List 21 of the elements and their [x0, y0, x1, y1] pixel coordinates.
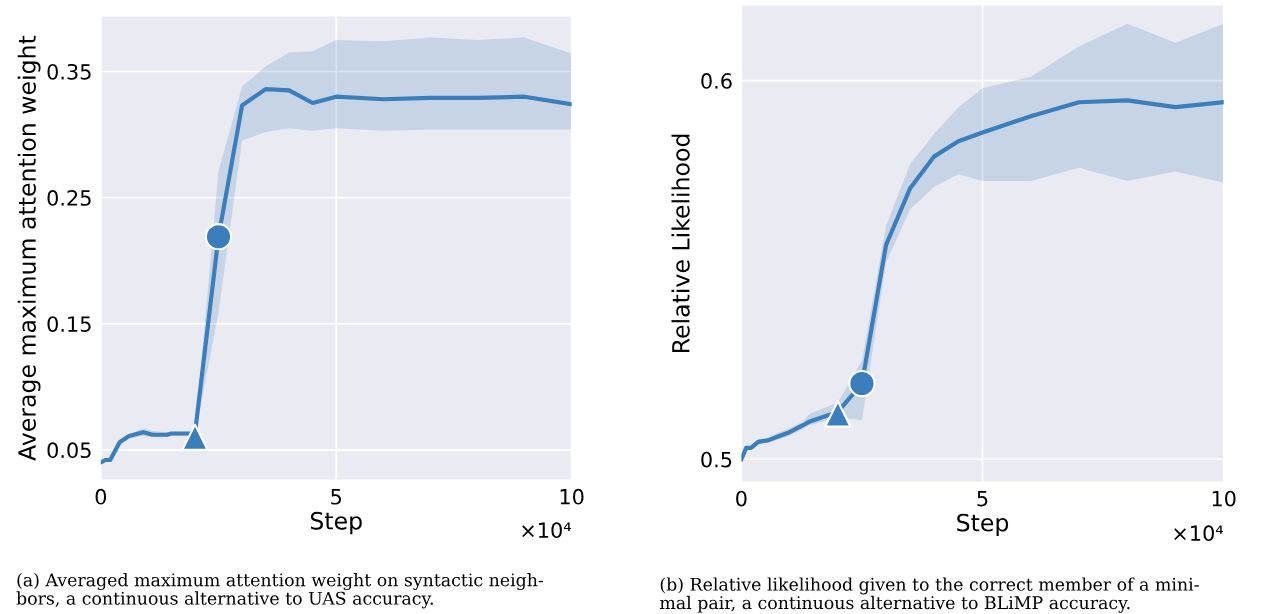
- line-series: [741, 98, 1224, 462]
- y-tick-label: 0.25: [47, 190, 91, 206]
- x-tick-label: 10: [560, 488, 584, 505]
- y-tick-label: 0.15: [47, 316, 91, 332]
- x-tick-label: 5: [977, 490, 988, 507]
- x-axis-title: Step: [310, 511, 362, 535]
- y-tick-label: 0.6: [701, 73, 732, 89]
- y-axis-title: Relative Likelihood: [671, 134, 690, 353]
- x-tick-label: 10: [1212, 490, 1236, 507]
- x-tick-label: 5: [331, 489, 342, 505]
- y-tick-label: 0.35: [47, 63, 91, 80]
- y-tick-label: 0.5: [701, 451, 732, 468]
- text: ×10⁴: [522, 522, 571, 539]
- y-axis-title: Average maximum attention weight: [17, 35, 41, 461]
- text: (a) Averaged maximum attention weight on syntactic neigh- bors, a continuous alternative to UAS accuracy.: [16, 572, 544, 609]
- x-tick-label: 0: [95, 488, 107, 505]
- x-tick-label: 0: [736, 490, 747, 507]
- text: (b) Relative likelihood given to the correct member of a mini- mal pair, a continuous alternative to BLiMP accuracy.: [659, 577, 1199, 613]
- x-axis-title: Step: [957, 513, 1009, 537]
- y-tick-label: 0.05: [47, 442, 91, 459]
- text: ×10⁴: [1174, 525, 1224, 542]
